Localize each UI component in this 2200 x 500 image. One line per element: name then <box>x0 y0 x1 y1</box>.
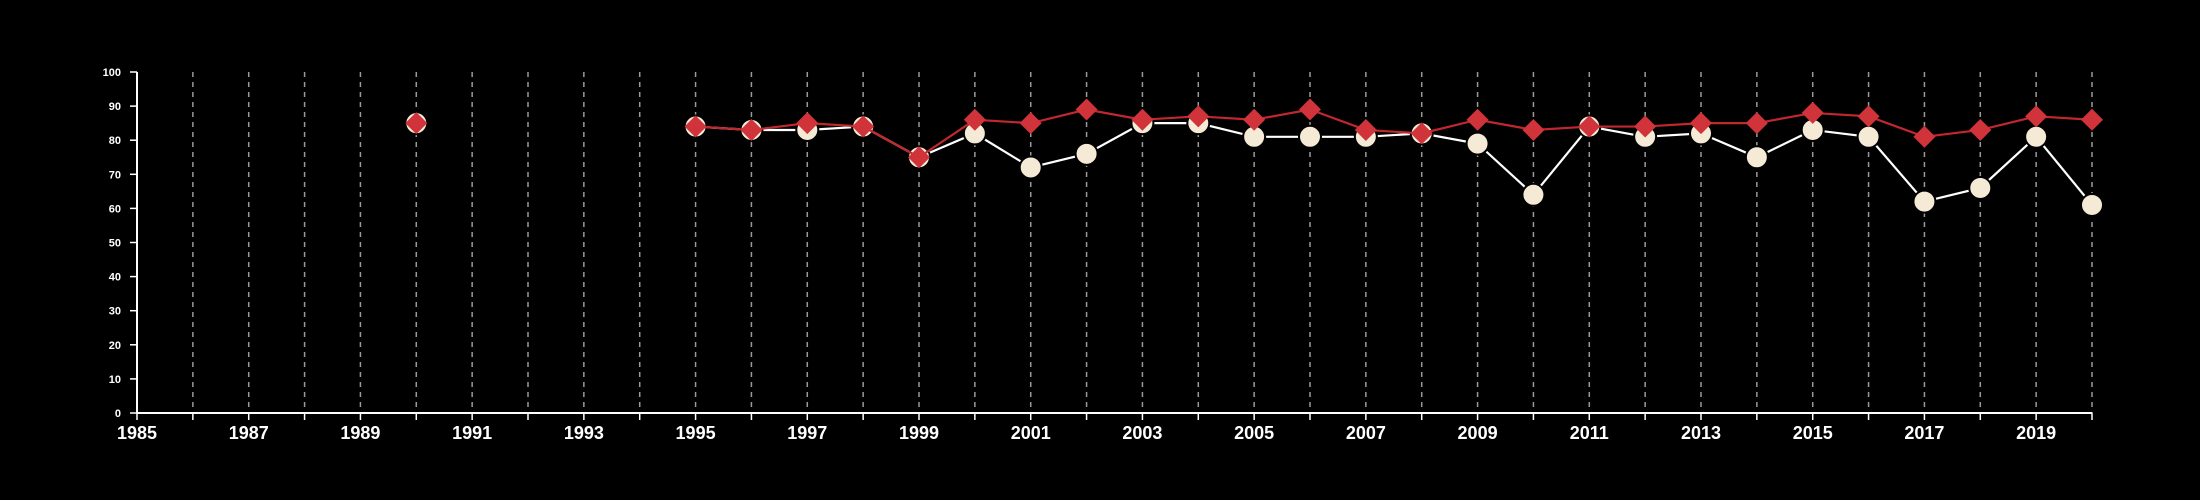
data-point <box>852 115 875 138</box>
data-point <box>1857 105 1880 128</box>
y-tick-label: 90 <box>109 101 121 113</box>
y-tick-label: 100 <box>103 67 121 79</box>
y-tick-label: 80 <box>109 135 121 147</box>
x-tick-label: 1991 <box>452 423 492 443</box>
x-tick-label: 1987 <box>229 423 269 443</box>
x-tick-label: 1993 <box>564 423 604 443</box>
data-point <box>2024 124 2049 149</box>
data-point <box>2025 105 2048 128</box>
data-point <box>1690 112 1712 135</box>
x-tick-label: 1997 <box>787 423 827 443</box>
data-point <box>1578 115 1601 138</box>
x-tick-label: 1989 <box>340 423 380 443</box>
series-2 <box>405 98 2103 169</box>
data-point <box>908 146 930 169</box>
x-tick-label: 1985 <box>117 423 157 443</box>
data-point <box>1298 124 1322 149</box>
y-tick-label: 60 <box>109 203 121 215</box>
data-point <box>796 112 819 135</box>
data-point <box>740 118 763 141</box>
data-point <box>1187 105 1210 128</box>
data-point <box>1634 115 1657 138</box>
x-tick-label: 2007 <box>1346 423 1386 443</box>
y-tick-label: 20 <box>109 340 121 352</box>
data-point <box>1466 108 1489 131</box>
data-point <box>1968 175 1993 200</box>
data-point <box>1018 155 1043 180</box>
x-tick-label: 2005 <box>1234 423 1274 443</box>
data-point <box>1969 118 1992 141</box>
x-tick-label: 2009 <box>1458 423 1498 443</box>
x-tick-label: 2001 <box>1011 423 1051 443</box>
data-point <box>1131 108 1154 131</box>
x-tick-label: 2015 <box>1793 423 1833 443</box>
data-point <box>1744 145 1769 170</box>
data-point <box>2081 108 2103 131</box>
data-point <box>1465 131 1490 156</box>
data-point <box>1299 98 1321 121</box>
grid-layer <box>192 72 2093 413</box>
data-point <box>1243 108 1266 131</box>
x-tick-label: 2017 <box>1904 423 1944 443</box>
x-tick-label: 2013 <box>1681 423 1721 443</box>
y-tick-label: 40 <box>109 272 121 284</box>
axis-layer: 0 10 20 30 40 50 60 70 80 90 100 1985 1987 1989 1991 19… <box>103 67 2093 443</box>
data-point <box>1521 182 1546 207</box>
x-tick-label: 1999 <box>899 423 939 443</box>
data-point <box>2080 192 2104 217</box>
y-tick-label: 0 <box>115 408 121 420</box>
data-point <box>1075 98 1098 121</box>
data-point <box>1856 124 1881 149</box>
y-tick-label: 30 <box>109 306 121 318</box>
y-tick-label: 50 <box>109 238 121 250</box>
data-point <box>1410 122 1433 145</box>
data-point <box>1912 189 1937 214</box>
x-tick-label: 2003 <box>1122 423 1162 443</box>
x-tick-label: 1995 <box>676 423 716 443</box>
data-point <box>405 112 428 135</box>
data-point <box>1801 101 1824 124</box>
data-point <box>1019 112 1042 135</box>
data-point <box>963 108 986 131</box>
data-point <box>1354 118 1377 141</box>
data-point <box>1522 118 1545 141</box>
series-line <box>695 122 2093 206</box>
x-tick-label: 2011 <box>1570 423 1609 443</box>
data-point <box>1745 112 1768 135</box>
series-layer <box>404 98 2104 217</box>
data-point <box>1913 125 1936 148</box>
data-point <box>1074 141 1099 166</box>
y-tick-label: 70 <box>109 169 121 181</box>
x-tick-label: 2019 <box>2016 423 2056 443</box>
series-line <box>695 108 2093 159</box>
y-tick-label: 10 <box>109 374 121 386</box>
data-point <box>684 115 707 138</box>
